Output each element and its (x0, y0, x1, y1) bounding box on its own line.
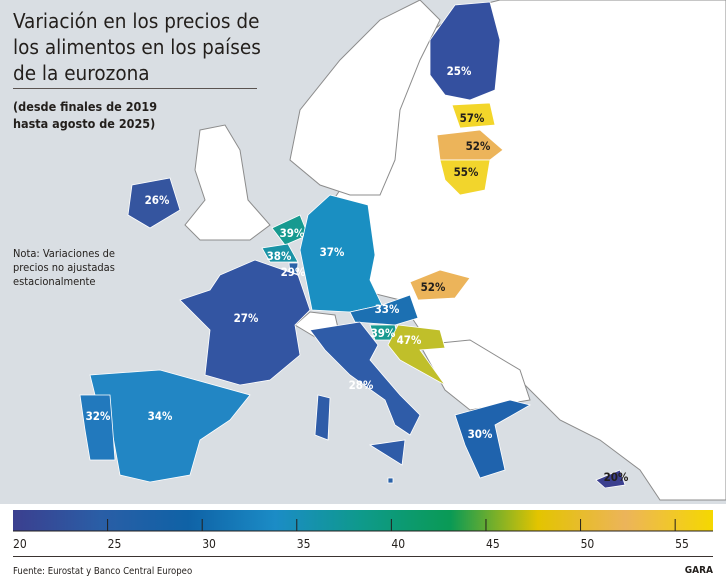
region-lithuania (439, 159, 491, 196)
value-label-cyprus: 20% (604, 470, 629, 484)
value-label-france: 27% (234, 311, 259, 325)
region-sardinia (314, 394, 331, 441)
value-label-croatia: 47% (397, 333, 422, 347)
uk-land (184, 124, 271, 241)
value-label-spain: 34% (148, 409, 173, 423)
region-italy (309, 321, 421, 436)
value-label-austria: 33% (375, 302, 400, 316)
value-label-netherlands: 39% (280, 226, 305, 240)
color-scale-bar (13, 510, 713, 531)
legend-tick-label: 20 (13, 537, 27, 551)
legend-tick-label: 55 (675, 537, 689, 551)
value-label-lithuania: 55% (454, 165, 479, 179)
note: Nota: Variaciones de precios no ajustada… (13, 247, 116, 288)
value-label-finland: 25% (447, 64, 472, 78)
legend-tick-label: 40 (391, 537, 405, 551)
legend-tick-label: 45 (486, 537, 500, 551)
legend-area: 20 25 30 35 40 45 50 55 (0, 504, 726, 587)
region-latvia (436, 129, 504, 161)
value-label-estonia: 57% (460, 111, 485, 125)
scandinavia-land (289, 0, 441, 196)
region-finland (429, 1, 501, 101)
region-greece (454, 399, 532, 479)
region-croatia (387, 324, 446, 386)
value-label-slovakia: 52% (421, 280, 446, 294)
source-note: Fuente: Eurostat y Banco Central Europeo (13, 566, 193, 577)
region-portugal (79, 394, 116, 461)
color-scale-legend: 20 25 30 35 40 45 50 55 (13, 510, 713, 551)
legend-tick-label: 50 (581, 537, 595, 551)
region-belgium (261, 243, 299, 263)
region-france (179, 259, 311, 386)
page-title: Variación en los precios de los alimento… (13, 9, 261, 85)
balkans-land (419, 339, 531, 411)
value-label-latvia: 52% (466, 139, 491, 153)
region-spain (89, 369, 251, 483)
region-ireland (127, 177, 181, 229)
region-estonia (451, 102, 496, 129)
value-label-italy: 28% (349, 378, 374, 392)
region-sicily (368, 439, 406, 466)
region-slovakia (409, 269, 471, 301)
value-label-slovenia: 39% (371, 326, 396, 340)
region-cyprus (595, 469, 626, 489)
legend-tick-label: 35 (297, 537, 311, 551)
subtitle: (desde finales de 2019 hasta agosto de 2… (13, 99, 158, 131)
legend-tick-label: 25 (108, 537, 122, 551)
value-label-belgium: 38% (267, 249, 292, 263)
region-luxembourg (288, 262, 299, 275)
region-austria (349, 294, 419, 326)
value-label-luxembourg: 29% (281, 265, 306, 279)
value-label-germany: 37% (320, 245, 345, 259)
value-label-ireland: 26% (145, 193, 170, 207)
value-label-greece: 30% (468, 427, 493, 441)
footer-divider (13, 556, 713, 557)
title-divider (13, 88, 257, 89)
value-label-portugal: 32% (86, 409, 111, 423)
region-malta (387, 477, 394, 484)
legend-tick-label: 30 (202, 537, 216, 551)
brand-logo: GARA (684, 565, 713, 576)
